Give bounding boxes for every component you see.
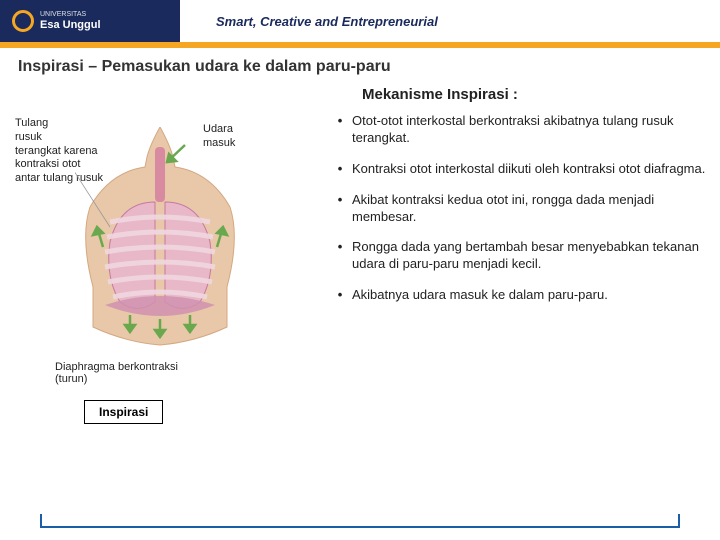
mechanism-title: Mekanisme Inspirasi : bbox=[328, 86, 706, 103]
list-item: •Rongga dada yang bertambah besar menyeb… bbox=[328, 239, 706, 273]
university-small: UNIVERSITAS bbox=[40, 11, 101, 19]
tagline: Smart, Creative and Entrepreneurial bbox=[216, 14, 438, 29]
bullet-icon: • bbox=[328, 287, 352, 304]
bullet-text: Rongga dada yang bertambah besar menyeba… bbox=[352, 239, 706, 273]
list-item: •Kontraksi otot interkostal diikuti oleh… bbox=[328, 161, 706, 178]
diagram-column: Tulang rusuk terangkat karena kontraksi … bbox=[14, 86, 314, 424]
logo: UNIVERSITAS Esa Unggul bbox=[12, 10, 101, 32]
bullet-list: •Otot-otot interkostal berkontraksi akib… bbox=[328, 113, 706, 304]
header-bar: UNIVERSITAS Esa Unggul Smart, Creative a… bbox=[0, 0, 720, 42]
footer-decoration bbox=[40, 514, 680, 528]
anatomy-svg bbox=[75, 127, 245, 357]
text-column: Mekanisme Inspirasi : •Otot-otot interko… bbox=[314, 86, 706, 424]
anatomy-diagram: Tulang rusuk terangkat karena kontraksi … bbox=[14, 116, 294, 386]
bullet-icon: • bbox=[328, 161, 352, 178]
university-brand: Esa Unggul bbox=[40, 19, 101, 31]
list-item: •Otot-otot interkostal berkontraksi akib… bbox=[328, 113, 706, 147]
bullet-text: Kontraksi otot interkostal diikuti oleh … bbox=[352, 161, 706, 178]
list-item: •Akibatnya udara masuk ke dalam paru-par… bbox=[328, 287, 706, 304]
bullet-icon: • bbox=[328, 192, 352, 226]
logo-text: UNIVERSITAS Esa Unggul bbox=[40, 11, 101, 31]
bullet-text: Otot-otot interkostal berkontraksi akiba… bbox=[352, 113, 706, 147]
page-title: Inspirasi – Pemasukan udara ke dalam par… bbox=[0, 48, 720, 82]
list-item: •Akibat kontraksi kedua otot ini, rongga… bbox=[328, 192, 706, 226]
inspirasi-badge: Inspirasi bbox=[84, 400, 163, 424]
content-area: Tulang rusuk terangkat karena kontraksi … bbox=[0, 82, 720, 428]
bullet-text: Akibatnya udara masuk ke dalam paru-paru… bbox=[352, 287, 706, 304]
bullet-icon: • bbox=[328, 113, 352, 147]
bullet-icon: • bbox=[328, 239, 352, 273]
bullet-text: Akibat kontraksi kedua otot ini, rongga … bbox=[352, 192, 706, 226]
diagram-label-bottom: Diaphragma berkontraksi (turun) bbox=[55, 361, 178, 385]
logo-o-icon bbox=[12, 10, 34, 32]
